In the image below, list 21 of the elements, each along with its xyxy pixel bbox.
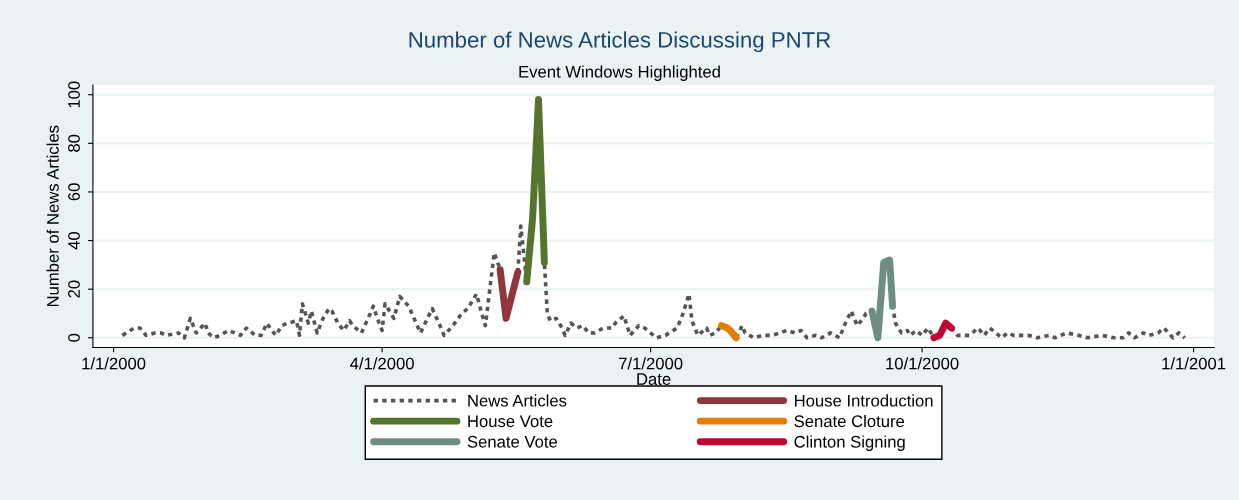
y-tick-label: 20	[68, 280, 80, 298]
legend-label: Clinton Signing	[794, 435, 905, 451]
x-tick-label: 1/1/2001	[1162, 357, 1226, 370]
x-tick-label: 1/1/2000	[82, 357, 146, 370]
y-tick-label: 80	[68, 134, 80, 152]
x-tick-label: 10/1/2000	[886, 357, 959, 370]
legend-label: House Introduction	[795, 394, 933, 407]
y-axis-title: Number of News Articles	[46, 125, 59, 307]
y-tick-label: 0	[68, 333, 80, 342]
x-axis-title: Date	[637, 373, 671, 385]
chart-title: Number of News Articles Discussing PNTR	[409, 31, 831, 53]
x-tick-label: 4/1/2000	[350, 357, 414, 370]
legend-label: House Vote	[468, 415, 553, 428]
legend-label: Senate Vote	[467, 435, 558, 448]
x-tick-label: 7/1/2000	[619, 357, 683, 370]
y-tick-label: 60	[68, 183, 80, 201]
y-tick-label: 100	[68, 81, 80, 108]
y-tick-label: 40	[68, 231, 80, 250]
chart-subtitle: Event Windows Highlighted	[519, 65, 720, 81]
legend-label: Senate Cloture	[794, 414, 905, 428]
legend-label: News Articles	[468, 394, 567, 407]
